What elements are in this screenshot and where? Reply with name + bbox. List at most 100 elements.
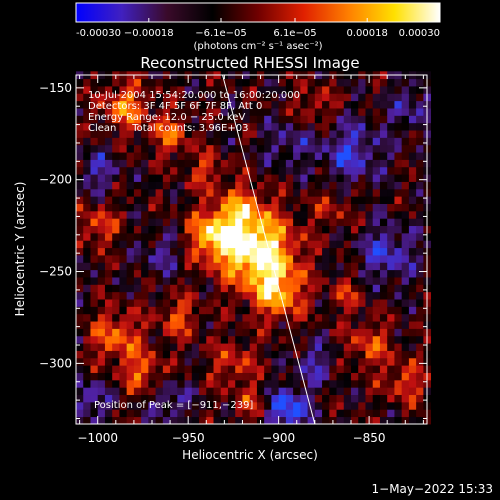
heatmap-cell [343, 232, 352, 241]
heatmap-cell [235, 379, 243, 388]
heatmap-cell [76, 321, 84, 329]
heatmap-cell [76, 174, 84, 182]
heatmap-cell [141, 401, 149, 410]
heatmap-cell [329, 284, 337, 293]
heatmap-cell [213, 188, 222, 197]
heatmap-cell [343, 78, 352, 87]
heatmap-cell [314, 357, 323, 366]
heatmap-cell [322, 174, 330, 182]
heatmap-cell [300, 166, 308, 175]
heatmap-cell [256, 137, 265, 146]
heatmap-cell [401, 196, 410, 204]
heatmap-cell [184, 86, 193, 94]
heatmap-cell [133, 181, 142, 190]
heatmap-cell [394, 255, 403, 263]
heatmap-cell [220, 313, 229, 322]
heatmap-cell [394, 100, 403, 109]
heatmap-cell [133, 100, 142, 109]
heatmap-cell [177, 372, 185, 381]
heatmap-cell [90, 247, 99, 256]
heatmap-cell [83, 174, 91, 182]
chart-title: Reconstructed RHESSI Image [140, 54, 359, 72]
heatmap-cell [126, 401, 135, 410]
heatmap-cell [256, 203, 265, 212]
heatmap-cell [387, 379, 395, 388]
heatmap-cell [177, 269, 185, 278]
heatmap-cell [155, 225, 164, 234]
heatmap-cell [184, 115, 193, 124]
heatmap-cell [97, 218, 106, 227]
heatmap-cell [112, 203, 120, 212]
heatmap-cell [83, 93, 91, 102]
heatmap-cell [133, 93, 142, 102]
heatmap-cell [271, 86, 280, 94]
heatmap-cell [256, 144, 265, 153]
heatmap-cell [387, 269, 395, 278]
annotation-time-range: 10-Jul-2004 15:54:20.000 to 16:00:20.000 [88, 90, 300, 101]
heatmap-cell [76, 284, 84, 293]
heatmap-cell [235, 416, 243, 425]
heatmap-cell [155, 196, 164, 204]
colorbar-tick-label: 0.00018 [347, 28, 388, 39]
heatmap-cell [336, 108, 345, 116]
heatmap-cell [365, 144, 374, 153]
heatmap-cell [155, 144, 164, 153]
colorbar-tick-label: 6.1e−05 [273, 28, 316, 39]
heatmap-cell [379, 299, 388, 307]
heatmap-cell [293, 225, 301, 234]
heatmap-cell [307, 218, 316, 227]
heatmap-cell [379, 100, 388, 109]
heatmap-cell [293, 291, 301, 300]
heatmap-cell [278, 321, 287, 329]
heatmap-cell [177, 313, 185, 322]
heatmap-cell [155, 130, 164, 138]
heatmap-cell [271, 181, 280, 190]
heatmap-cell [199, 394, 207, 403]
heatmap-cell [365, 291, 374, 300]
heatmap-cell [372, 379, 381, 388]
heatmap-cell [256, 379, 265, 388]
heatmap-cell [408, 284, 417, 293]
heatmap-cell [307, 409, 316, 418]
heatmap-cell [387, 144, 395, 153]
heatmap-cell [256, 196, 265, 204]
heatmap-cell [90, 159, 99, 168]
heatmap-cell [351, 115, 359, 124]
heatmap-cell [191, 144, 200, 153]
heatmap-cell [293, 78, 301, 87]
heatmap-cell [322, 152, 330, 160]
heatmap-cell [112, 379, 120, 388]
heatmap-cell [177, 409, 185, 418]
heatmap-cell [322, 130, 330, 138]
heatmap-cell [235, 372, 243, 381]
heatmap-cell [104, 152, 113, 160]
heatmap-cell [307, 357, 316, 366]
heatmap-cell [104, 218, 113, 227]
heatmap-cell [336, 137, 345, 146]
heatmap-cell [387, 218, 395, 227]
heatmap-cell [242, 240, 251, 249]
heatmap-cell [351, 144, 359, 153]
y-axis-label: Heliocentric Y (arcsec) [13, 182, 27, 317]
heatmap-cell [199, 225, 207, 234]
heatmap-cell [162, 122, 171, 131]
heatmap-cell [329, 159, 337, 168]
heatmap-cell [249, 196, 258, 204]
heatmap-cell [104, 93, 113, 102]
heatmap-cell [322, 357, 330, 366]
heatmap-cell [372, 247, 381, 256]
heatmap-cell [119, 365, 128, 373]
heatmap-cell [278, 269, 287, 278]
heatmap-cell [329, 409, 337, 418]
heatmap-cell [365, 284, 374, 293]
heatmap-cell [112, 181, 120, 190]
heatmap-cell [119, 203, 128, 212]
heatmap-cell [133, 144, 142, 153]
heatmap-cell [394, 299, 403, 307]
heatmap-cell [177, 277, 185, 285]
heatmap-cell [133, 225, 142, 234]
heatmap-cell [155, 387, 164, 396]
heatmap-cell [285, 321, 294, 329]
heatmap-cell [300, 255, 308, 263]
heatmap-cell [264, 343, 272, 351]
